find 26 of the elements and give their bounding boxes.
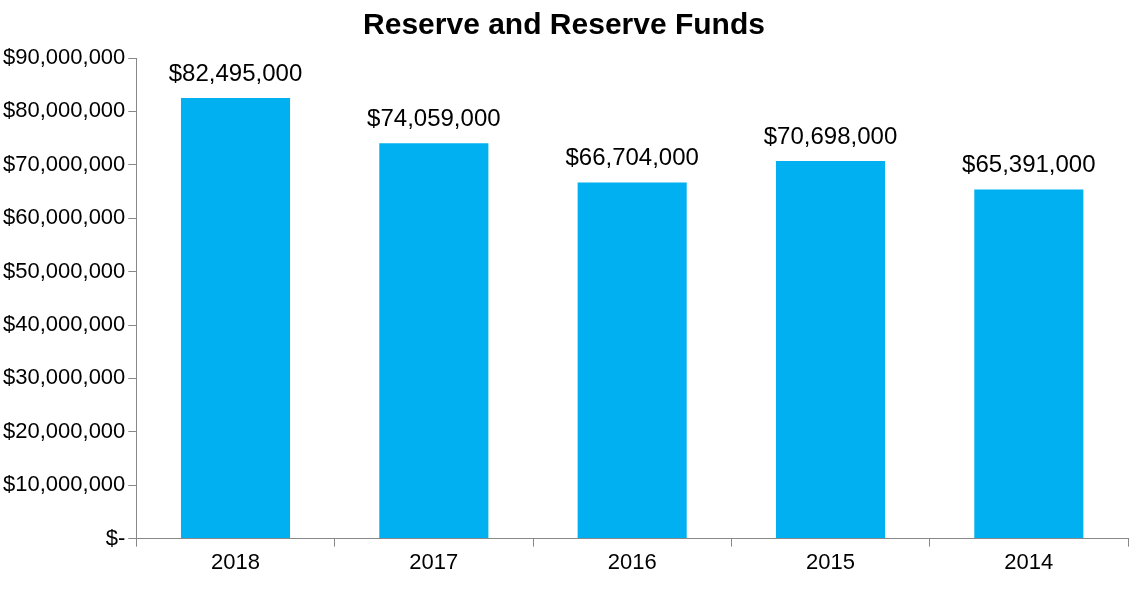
x-tick-label: 2014: [1004, 548, 1054, 574]
x-tick-label: 2017: [409, 548, 459, 574]
bar: [775, 161, 886, 539]
data-label: $70,698,000: [763, 121, 898, 149]
y-tick-label: $30,000,000: [3, 364, 126, 390]
x-tick-label: 2016: [607, 548, 657, 574]
data-label: $74,059,000: [367, 103, 501, 131]
y-tick-label: $10,000,000: [3, 471, 126, 497]
bar: [379, 143, 489, 539]
y-tick-label: $-: [105, 524, 126, 550]
y-tick-label: $60,000,000: [3, 204, 126, 230]
y-tick-label: $50,000,000: [3, 257, 126, 283]
y-tick-label: $80,000,000: [3, 97, 126, 123]
bar: [974, 189, 1084, 539]
data-label: $66,704,000: [565, 143, 699, 171]
x-tick-label: 2015: [806, 548, 855, 574]
chart-title: Reserve and Reserve Funds: [363, 7, 765, 41]
y-tick-label: $40,000,000: [3, 311, 126, 337]
y-tick-label: $90,000,000: [3, 44, 126, 70]
data-label: $82,495,000: [168, 58, 303, 86]
y-tick-label: $20,000,000: [3, 417, 126, 443]
y-tick-label: $70,000,000: [3, 150, 126, 176]
data-label: $65,391,000: [962, 150, 1096, 178]
bar: [577, 182, 687, 539]
bar: [180, 98, 291, 539]
x-tick-label: 2018: [211, 548, 260, 574]
